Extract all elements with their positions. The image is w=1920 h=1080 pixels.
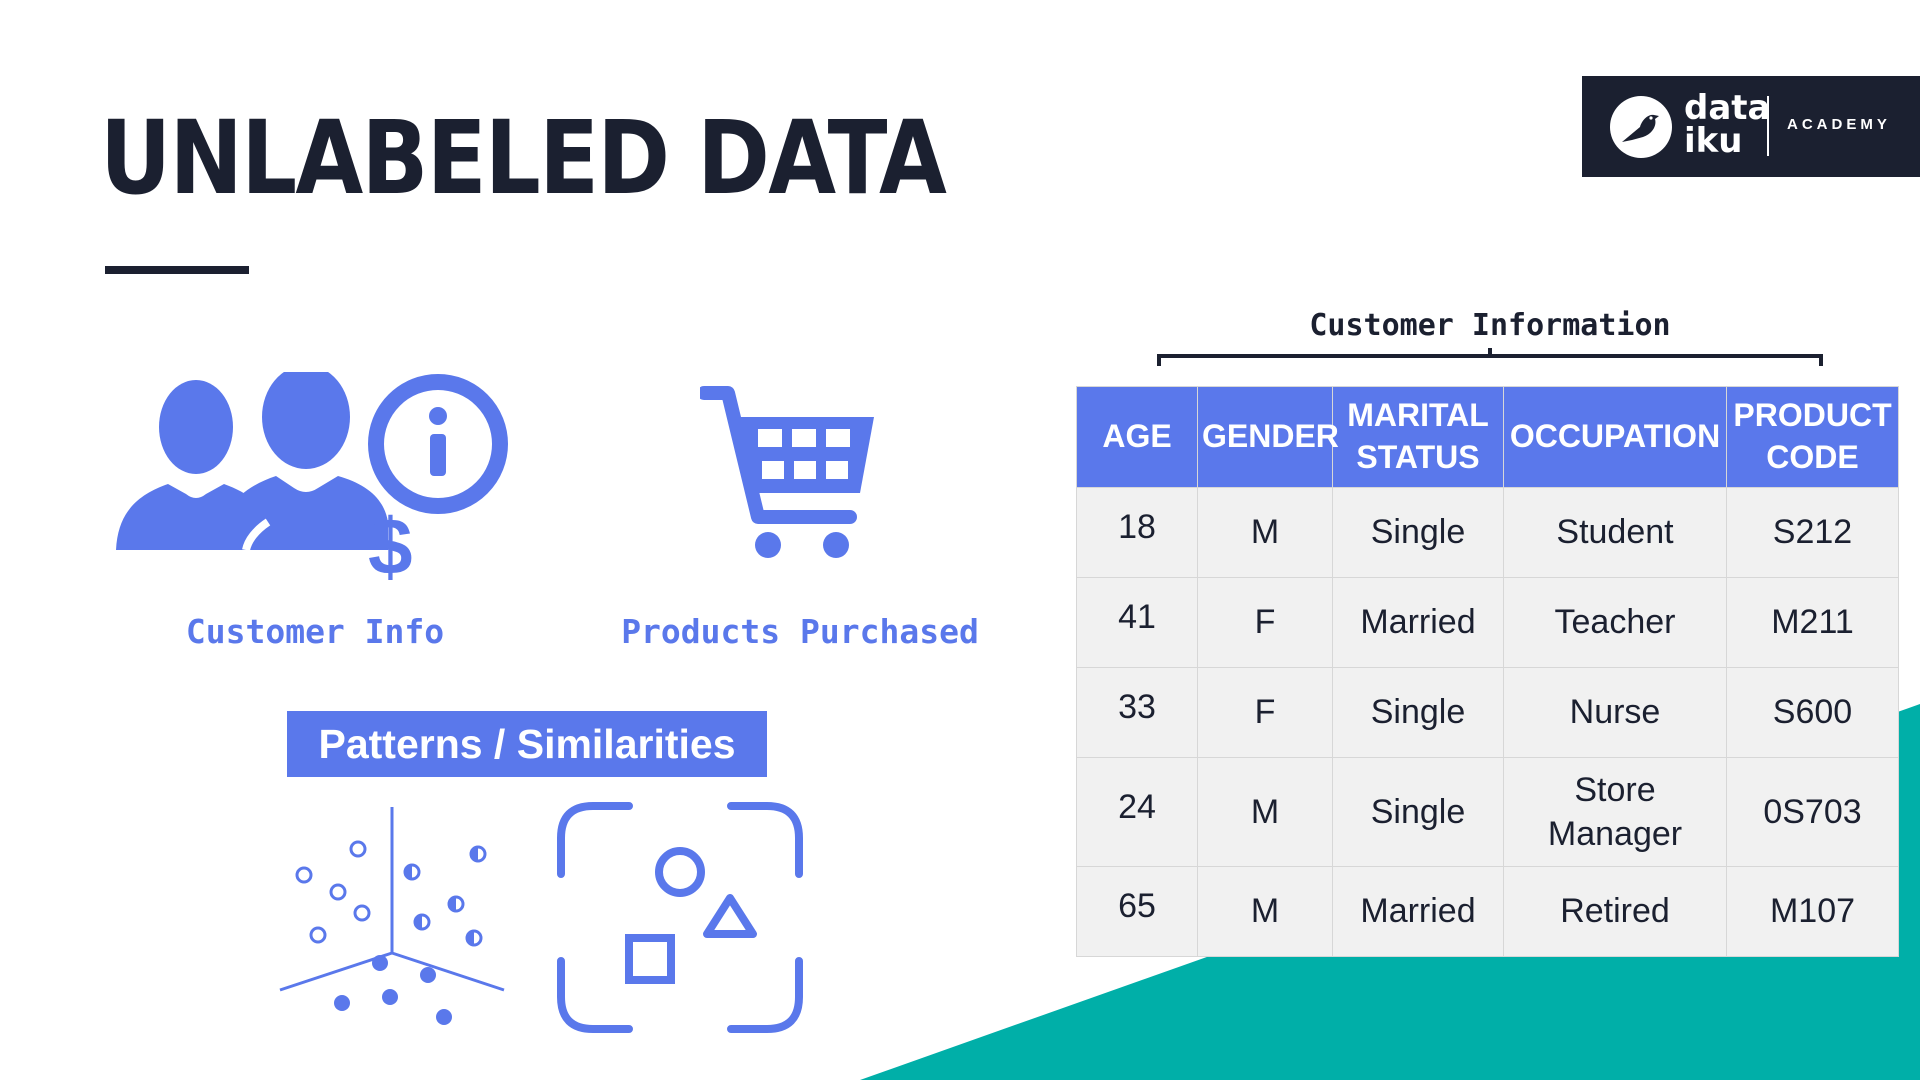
header-gender: GENDER — [1197, 386, 1339, 488]
cell-age: 33 — [1076, 667, 1198, 758]
cell-product-code: S212 — [1726, 487, 1899, 578]
customer-data-table: AGE GENDER MARITAL STATUS OCCUPATION PROD… — [1076, 386, 1899, 957]
table-row: 33 F Single Nurse S600 — [1076, 667, 1899, 758]
logo-wordmark: data iku — [1684, 88, 1771, 161]
cell-age: 65 — [1076, 866, 1198, 957]
cell-gender: F — [1197, 667, 1333, 758]
cell-age: 24 — [1076, 757, 1198, 867]
cell-gender: M — [1197, 757, 1333, 867]
heading-bracket — [1157, 348, 1823, 366]
shape-recognition-icon — [557, 802, 803, 1033]
logo-divider — [1767, 96, 1769, 156]
header-marital-status: MARITAL STATUS — [1332, 386, 1504, 488]
table-header-row: AGE GENDER MARITAL STATUS OCCUPATION PROD… — [1076, 386, 1899, 488]
table-row: 24 M Single Store Manager 0S703 — [1076, 757, 1899, 867]
logo-word-line1: data — [1684, 88, 1771, 128]
table-row: 18 M Single Student S212 — [1076, 487, 1899, 578]
logo-word-line2: iku — [1684, 121, 1743, 161]
table-row: 65 M Married Retired M107 — [1076, 866, 1899, 957]
cell-occupation: Student — [1503, 487, 1727, 578]
cell-product-code: 0S703 — [1726, 757, 1899, 867]
cell-gender: M — [1197, 487, 1333, 578]
customer-info-caption: Customer Info — [185, 612, 445, 651]
cell-product-code: S600 — [1726, 667, 1899, 758]
svg-text:$: $ — [368, 502, 413, 582]
products-purchased-caption: Products Purchased — [621, 612, 979, 651]
cell-occupation: Store Manager — [1503, 757, 1727, 867]
cell-gender: F — [1197, 577, 1333, 668]
patterns-similarities-banner: Patterns / Similarities — [287, 711, 767, 777]
cell-gender: M — [1197, 866, 1333, 957]
shopping-cart-icon — [700, 386, 874, 558]
cell-marital-status: Single — [1332, 487, 1504, 578]
header-occupation: OCCUPATION — [1503, 386, 1727, 488]
cell-occupation: Retired — [1503, 866, 1727, 957]
slide-title: UNLABELED DATA — [100, 99, 947, 218]
cell-marital-status: Married — [1332, 866, 1504, 957]
header-age: AGE — [1076, 386, 1198, 488]
cell-age: 18 — [1076, 487, 1198, 578]
scatter-clusters-icon — [279, 807, 505, 1025]
cell-product-code: M211 — [1726, 577, 1899, 668]
header-product-code: PRODUCT CODE — [1726, 386, 1899, 488]
dataiku-academy-logo: data iku ACADEMY — [1582, 76, 1920, 177]
customers-info-dollar-icon: $ — [116, 372, 508, 582]
dataiku-bird-icon — [1610, 96, 1672, 158]
logo-academy-label: ACADEMY — [1787, 116, 1891, 133]
title-underline — [105, 266, 249, 274]
cell-marital-status: Married — [1332, 577, 1504, 668]
cell-product-code: M107 — [1726, 866, 1899, 957]
cell-marital-status: Single — [1332, 667, 1504, 758]
table-row: 41 F Married Teacher M211 — [1076, 577, 1899, 668]
cell-occupation: Teacher — [1503, 577, 1727, 668]
cell-occupation: Nurse — [1503, 667, 1727, 758]
cell-age: 41 — [1076, 577, 1198, 668]
customer-information-heading: Customer Information — [1309, 308, 1671, 343]
cell-marital-status: Single — [1332, 757, 1504, 867]
